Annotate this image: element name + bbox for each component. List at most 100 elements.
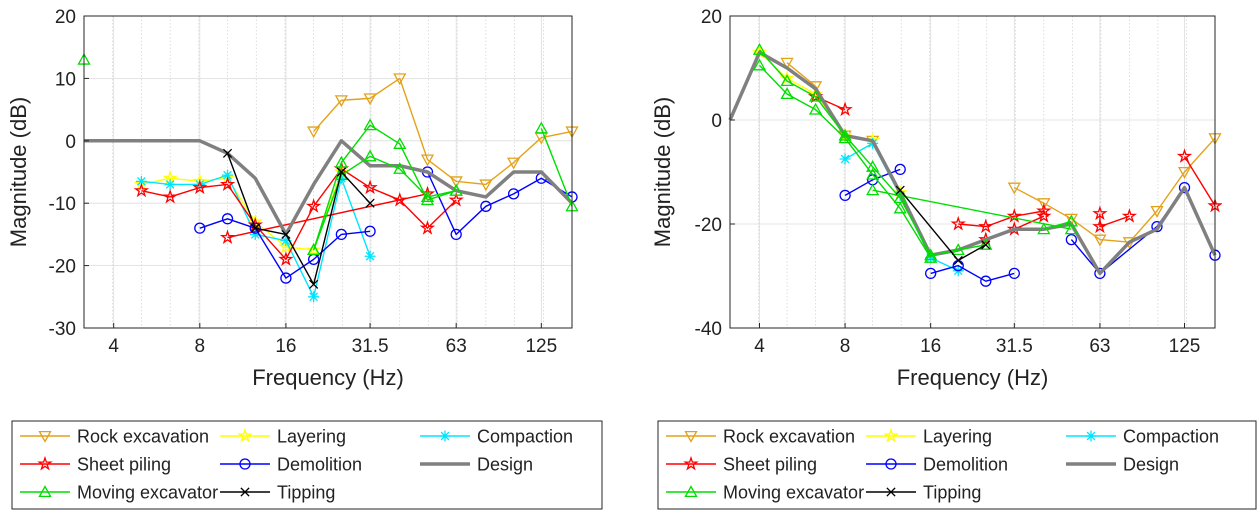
plot-area: [84, 16, 572, 328]
data-point-compaction: [364, 250, 376, 262]
y-tick-label: 20: [55, 7, 76, 28]
y-tick-label: 0: [65, 132, 76, 153]
legend-item-sheet-piling: Sheet piling: [666, 455, 817, 475]
data-point-sheet-piling-single: [219, 229, 236, 245]
x-axis-label: Frequency (Hz): [252, 365, 404, 390]
data-point-moving-excavator: [780, 74, 794, 87]
legend-box: [657, 420, 1257, 510]
data-point-rock-excavation: [1037, 198, 1051, 211]
data-point-rock-excavation: [479, 179, 493, 192]
data-point-tipping: [222, 148, 233, 158]
series-tipping: [222, 148, 375, 289]
data-point-tipping: [281, 229, 291, 239]
data-point-moving-excavator: [752, 42, 767, 55]
data-point-tipping: [365, 198, 375, 208]
data-point-demolition-3: [1094, 267, 1106, 280]
x-tick-label: 31.5: [352, 336, 389, 357]
legend-item-moving-excavator: Moving excavator: [20, 483, 218, 503]
legend-item-tipping: Tipping: [866, 483, 981, 503]
legend-swatch-marker: [38, 485, 52, 498]
x-tick-label: 63: [1089, 336, 1110, 357]
data-point-sheet-piling-3: [1036, 208, 1052, 223]
legend-label: Demolition: [277, 455, 362, 475]
series-line-sheet-piling-single: [1099, 213, 1130, 228]
x-tick-label: 125: [525, 336, 557, 357]
legend-item-moving-excavator: Moving excavator: [666, 483, 864, 503]
data-point-demolition-3: [1178, 181, 1191, 194]
data-point-demolition: [249, 222, 261, 234]
data-point-demolition-3: [1151, 220, 1163, 233]
y-tick-label: -20: [49, 257, 76, 278]
data-point-demolition: [894, 163, 906, 176]
legend-label: Compaction: [477, 427, 573, 447]
data-point-sheet-piling: [392, 192, 408, 207]
legend-swatch-marker: [683, 455, 699, 471]
data-point-sheet-piling: [419, 220, 436, 235]
data-point-sheet-piling: [362, 179, 378, 195]
legend-swatch-marker: [1085, 430, 1097, 442]
data-point-sheet-piling-2: [950, 215, 966, 231]
legend-label: Demolition: [923, 455, 1008, 475]
data-point-sheet-piling-3: [1006, 221, 1023, 236]
series-sheet-piling-2: [950, 202, 1052, 234]
legend-label: Rock excavation: [723, 427, 855, 447]
series-line-rock-excavation: [313, 77, 573, 186]
legend-swatch-marker: [886, 487, 896, 497]
data-point-moving-excavator-2: [924, 250, 938, 263]
data-point-compaction: [839, 153, 851, 165]
data-point-rock-excavation: [334, 95, 348, 108]
data-point-tipping: [895, 185, 905, 195]
data-point-sheet-piling-4: [1176, 148, 1193, 163]
x-tick-label: 31.5: [996, 336, 1033, 357]
data-point-rock-excavation: [1064, 213, 1078, 226]
series-line-moving-excavator-3: [1043, 220, 1072, 230]
data-point-demolition-2: [450, 228, 462, 241]
data-point-demolition: [194, 222, 206, 234]
data-point-sheet-piling: [133, 182, 150, 198]
data-point-moving-excavator-2: [838, 131, 852, 144]
series-line-moving-excavator-2: [758, 64, 932, 259]
y-tick-label: -30: [49, 319, 76, 340]
data-point-moving-excavator: [979, 237, 993, 250]
data-point-moving-excavator-3: [1064, 214, 1078, 227]
series-line-moving-excavator-2: [312, 155, 457, 251]
x-tick-label: 125: [1169, 336, 1201, 357]
data-point-moving-excavator-2: [449, 183, 463, 196]
data-point-moving-excavator: [951, 243, 965, 256]
legend-swatch-marker: [37, 455, 53, 471]
y-tick-label: 0: [711, 111, 722, 132]
data-point-compaction: [222, 169, 234, 181]
data-point-demolition-2: [480, 200, 492, 212]
data-point-rock-excavation: [1007, 182, 1021, 195]
series-design: [84, 139, 574, 237]
series-sheet-piling-single: [1092, 205, 1138, 234]
legend-label: Design: [477, 455, 533, 475]
x-tick-label: 16: [275, 336, 296, 357]
series-line-tipping: [226, 153, 371, 286]
data-point-sheet-piling: [219, 176, 236, 192]
x-tick-label: 8: [840, 336, 851, 357]
data-point-rock-excavation: [1177, 166, 1192, 179]
data-point-rock-excavation: [507, 157, 521, 170]
data-point-rock-excavation-2: [780, 57, 794, 70]
data-point-demolition: [280, 272, 292, 284]
data-point-moving-excavator: [363, 118, 377, 131]
series-line-moving-excavator-3: [540, 128, 573, 207]
legend-item-design: Design: [420, 455, 533, 475]
legend-swatch-marker: [38, 430, 52, 443]
legend-item-compaction: Compaction: [1066, 427, 1219, 447]
data-point-rock-excavation: [393, 73, 407, 86]
series-line-demolition: [199, 218, 371, 279]
legend-item-tipping: Tipping: [220, 483, 335, 503]
data-point-demolition-2: [1008, 267, 1020, 280]
y-tick-label: -20: [695, 215, 722, 236]
legend-item-rock-excavation: Rock excavation: [20, 427, 209, 447]
data-point-compaction: [164, 178, 176, 190]
data-point-moving-excavator-2: [780, 87, 794, 100]
series-layering: [133, 163, 350, 257]
series-compaction: [135, 169, 376, 303]
y-tick-label: -40: [695, 319, 722, 340]
series-group: [77, 52, 579, 303]
series-demolition-2: [925, 259, 1020, 287]
legend-swatch-marker: [883, 427, 899, 443]
